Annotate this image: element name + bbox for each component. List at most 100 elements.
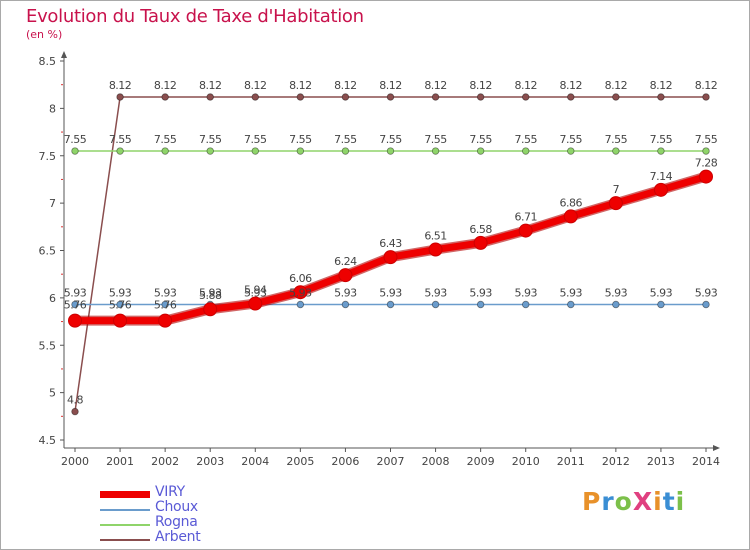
- data-label-rogna: 7.55: [334, 133, 357, 146]
- data-point-rogna: [522, 147, 530, 155]
- legend-item-choux: Choux: [100, 499, 300, 517]
- data-label-arbent: 8.12: [514, 79, 537, 92]
- data-point-viry: [338, 268, 353, 283]
- data-point-viry: [563, 209, 578, 224]
- data-point-arbent: [476, 93, 485, 101]
- x-tick-label: 2010: [512, 455, 540, 468]
- data-point-rogna: [296, 147, 305, 155]
- data-label-arbent: 8.12: [424, 79, 447, 92]
- chart-subtitle: (en %): [26, 28, 63, 41]
- data-label-viry: 6.51: [424, 230, 447, 243]
- data-point-choux: [296, 300, 305, 309]
- data-point-viry: [203, 302, 218, 317]
- data-point-arbent: [567, 93, 575, 101]
- data-label-rogna: 7.55: [244, 133, 267, 146]
- data-point-viry: [158, 313, 173, 328]
- y-tick-label: 4.5: [39, 434, 57, 447]
- data-label-viry: 5.76: [109, 299, 132, 312]
- data-point-arbent: [116, 93, 124, 101]
- logo-letter: X: [632, 487, 654, 516]
- data-label-choux: 5.93: [424, 287, 447, 300]
- logo-letter: o: [614, 487, 633, 516]
- data-point-choux: [612, 300, 620, 309]
- data-label-viry: 6.86: [560, 196, 583, 209]
- legend-item-viry: VIRY: [100, 484, 300, 502]
- x-tick-label: 2001: [106, 455, 134, 468]
- data-label-rogna: 7.55: [154, 133, 177, 146]
- data-label-rogna: 7.55: [424, 133, 447, 146]
- data-label-rogna: 7.55: [379, 133, 402, 146]
- data-point-arbent: [386, 93, 395, 101]
- data-label-choux: 5.93: [514, 287, 537, 300]
- x-tick-label: 2014: [692, 455, 720, 468]
- data-label-rogna: 7.55: [650, 133, 673, 146]
- x-tick-label: 2006: [331, 455, 359, 468]
- data-label-arbent: 8.12: [334, 79, 357, 92]
- data-label-choux: 5.93: [154, 287, 177, 300]
- y-tick-label: 6.5: [39, 245, 57, 258]
- data-point-rogna: [612, 147, 620, 155]
- chart-title: Evolution du Taux de Taxe d'Habitation: [26, 6, 364, 27]
- legend-swatch: [100, 539, 150, 541]
- data-label-choux: 5.93: [560, 287, 583, 300]
- data-point-rogna: [702, 147, 710, 155]
- legend-label: Rogna: [155, 514, 198, 530]
- y-axis-arrow: [61, 51, 67, 58]
- data-point-rogna: [161, 147, 169, 155]
- data-label-arbent: 8.12: [605, 79, 628, 92]
- x-tick-label: 2011: [557, 455, 585, 468]
- data-point-rogna: [567, 147, 575, 155]
- y-tick-label: 7.5: [39, 150, 57, 163]
- data-point-rogna: [116, 147, 124, 155]
- logo-letter: i: [653, 487, 663, 516]
- x-axis-arrow: [713, 445, 720, 451]
- data-label-arbent: 4.8: [67, 394, 83, 407]
- logo-letter: r: [601, 487, 615, 516]
- y-tick-label: 8.5: [39, 55, 57, 68]
- data-label-arbent: 8.12: [109, 79, 132, 92]
- legend-swatch: [100, 509, 150, 511]
- data-label-viry: 5.88: [199, 289, 222, 302]
- axes: 4.5 5 5.5 6 6.5 7 7.5 8 8.5 2000 2001 2002 2003 2004 2…: [39, 51, 720, 468]
- data-label-rogna: 7.55: [605, 133, 628, 146]
- data-point-arbent: [702, 93, 710, 101]
- data-point-arbent: [71, 407, 79, 416]
- data-label-choux: 5.93: [650, 287, 673, 300]
- data-label-viry: 7.28: [695, 157, 718, 170]
- x-tick-label: 2005: [286, 455, 314, 468]
- data-point-viry: [608, 196, 623, 211]
- x-tick-label: 2002: [151, 455, 179, 468]
- data-point-viry: [248, 296, 263, 311]
- data-point-choux: [567, 300, 575, 309]
- data-point-arbent: [612, 93, 620, 101]
- data-point-rogna: [206, 147, 214, 155]
- data-label-rogna: 7.55: [560, 133, 583, 146]
- data-point-rogna: [341, 147, 350, 155]
- x-tick-label: 2000: [61, 455, 89, 468]
- data-point-viry: [383, 250, 398, 265]
- data-label-rogna: 7.55: [64, 133, 87, 146]
- data-label-choux: 5.93: [199, 287, 222, 300]
- data-label-choux: 5.93: [64, 287, 87, 300]
- data-point-arbent: [161, 93, 169, 101]
- data-label-viry: 5.94: [244, 284, 267, 297]
- data-label-choux: 5.93: [695, 287, 718, 300]
- x-tick-label: 2012: [602, 455, 630, 468]
- data-label-rogna: 7.55: [109, 133, 132, 146]
- data-point-viry: [428, 242, 443, 257]
- data-label-viry: 7: [613, 183, 620, 196]
- legend-label: VIRY: [155, 484, 185, 500]
- data-point-choux: [702, 300, 710, 309]
- legend-swatch: [100, 524, 150, 526]
- series-layer: [68, 93, 713, 416]
- data-label-viry: 7.14: [650, 170, 673, 183]
- data-label-rogna: 7.55: [469, 133, 492, 146]
- data-label-viry: 5.76: [154, 299, 177, 312]
- x-tick-label: 2009: [467, 455, 495, 468]
- legend-item-rogna: Rogna: [100, 514, 300, 532]
- data-point-viry: [68, 313, 82, 328]
- legend-item-arbent: Arbent: [100, 529, 300, 547]
- data-label-rogna: 7.55: [695, 133, 718, 146]
- data-point-viry: [473, 235, 488, 250]
- data-label-viry: 6.24: [334, 255, 357, 268]
